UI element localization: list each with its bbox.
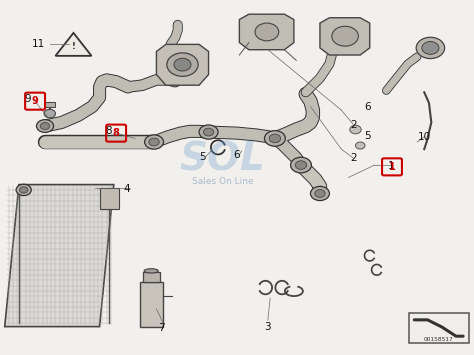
Text: 8: 8 xyxy=(113,128,119,138)
Text: 6: 6 xyxy=(364,102,371,112)
Text: !: ! xyxy=(72,42,75,51)
Circle shape xyxy=(269,134,281,143)
Text: 5: 5 xyxy=(200,152,206,162)
Circle shape xyxy=(255,23,279,41)
Bar xyxy=(100,188,118,209)
Text: Sales On Line: Sales On Line xyxy=(192,177,254,186)
Text: 5: 5 xyxy=(364,131,371,141)
Text: 10: 10 xyxy=(418,132,431,142)
Circle shape xyxy=(203,128,214,136)
Circle shape xyxy=(291,157,311,173)
Text: 3: 3 xyxy=(264,322,271,332)
Circle shape xyxy=(149,138,159,146)
Circle shape xyxy=(44,109,55,118)
Circle shape xyxy=(40,122,50,130)
Bar xyxy=(409,313,469,343)
Circle shape xyxy=(145,135,164,149)
Circle shape xyxy=(19,187,28,193)
Text: 9: 9 xyxy=(24,94,31,104)
Circle shape xyxy=(315,190,325,197)
Bar xyxy=(45,102,55,106)
Text: 9: 9 xyxy=(32,96,38,106)
Circle shape xyxy=(36,120,54,132)
Bar xyxy=(143,272,160,282)
Text: 8: 8 xyxy=(105,126,111,136)
Text: 2: 2 xyxy=(350,120,356,130)
Polygon shape xyxy=(320,18,370,55)
Circle shape xyxy=(295,161,307,169)
Bar xyxy=(140,282,163,327)
Polygon shape xyxy=(55,33,91,56)
Text: 00158517: 00158517 xyxy=(424,337,454,342)
Circle shape xyxy=(264,131,285,146)
Text: 11: 11 xyxy=(32,39,46,49)
Circle shape xyxy=(416,37,445,59)
Polygon shape xyxy=(239,14,294,50)
Text: 6: 6 xyxy=(234,150,240,160)
Circle shape xyxy=(167,53,198,76)
Ellipse shape xyxy=(144,269,158,273)
Circle shape xyxy=(174,58,191,71)
Polygon shape xyxy=(5,185,114,327)
Circle shape xyxy=(310,186,329,201)
Text: 4: 4 xyxy=(124,184,130,194)
Circle shape xyxy=(422,42,439,54)
Circle shape xyxy=(16,184,31,196)
Text: 7: 7 xyxy=(158,323,164,333)
Polygon shape xyxy=(156,44,209,85)
Circle shape xyxy=(199,125,218,139)
Text: 1: 1 xyxy=(389,162,395,172)
Text: 2: 2 xyxy=(350,153,356,163)
Circle shape xyxy=(350,125,361,134)
Text: SOL: SOL xyxy=(180,140,265,178)
Circle shape xyxy=(332,26,358,46)
Circle shape xyxy=(356,142,365,149)
Text: 1: 1 xyxy=(388,161,394,171)
